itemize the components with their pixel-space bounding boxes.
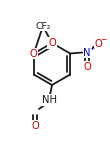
Text: O: O [31, 121, 39, 131]
Text: O: O [94, 38, 102, 49]
Text: +: + [89, 46, 94, 51]
Text: O: O [30, 49, 38, 59]
Text: N: N [83, 48, 91, 58]
Text: O: O [48, 38, 56, 48]
Text: NH: NH [41, 95, 57, 105]
Text: O: O [83, 61, 91, 72]
Text: −: − [100, 35, 106, 44]
Text: CF₂: CF₂ [35, 22, 51, 31]
